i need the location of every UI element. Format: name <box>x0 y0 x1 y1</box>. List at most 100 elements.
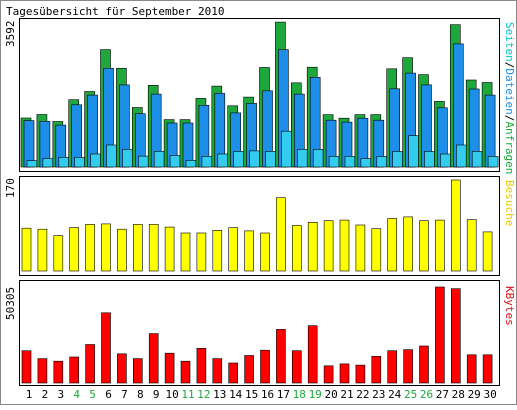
legend-sep-1: / <box>503 62 516 69</box>
bar-pages-day-29 <box>471 151 483 168</box>
x-tick-label-day-1: 1 <box>26 388 33 401</box>
panel-hits: 3592 Seiten/Dateien/Anfragen <box>4 18 516 174</box>
bar-kbytes-day-13 <box>212 358 223 384</box>
bar-pages-day-8 <box>138 155 149 168</box>
bar-pages-day-4 <box>74 157 85 168</box>
bar-pages-day-7 <box>122 149 133 168</box>
bar-visits-day-9 <box>148 224 159 272</box>
x-tick-label-day-18: 18 <box>293 388 306 401</box>
bar-kbytes-day-11 <box>180 360 191 384</box>
bar-kbytes-day-28 <box>450 288 461 384</box>
x-tick-label-day-9: 9 <box>153 388 160 401</box>
x-tick-label-day-2: 2 <box>42 388 49 401</box>
x-tick-label-day-5: 5 <box>89 388 96 401</box>
bar-kbytes-day-24 <box>387 350 398 384</box>
bar-pages-day-24 <box>392 151 404 168</box>
x-tick-label-day-29: 29 <box>468 388 481 401</box>
bar-kbytes-day-2 <box>37 358 48 384</box>
legend-sep-2: / <box>503 115 516 122</box>
bar-pages-day-20 <box>328 156 340 168</box>
bar-kbytes-day-18 <box>291 350 302 384</box>
x-tick-label-day-13: 13 <box>213 388 226 401</box>
panel-visits-ymax: 170 <box>4 178 17 198</box>
panel-visits-bars <box>21 179 493 272</box>
bar-kbytes-day-25 <box>403 349 413 384</box>
x-tick-label-day-15: 15 <box>245 388 258 401</box>
x-tick-label-day-30: 30 <box>483 388 496 401</box>
x-tick-label-day-22: 22 <box>356 388 369 401</box>
bar-kbytes-day-4 <box>69 356 79 384</box>
bar-pages-day-30 <box>487 156 499 168</box>
bar-visits-day-10 <box>164 226 175 272</box>
bar-kbytes-day-15 <box>244 355 254 384</box>
bar-visits-day-25 <box>403 216 413 272</box>
bar-pages-day-2 <box>42 158 54 168</box>
bar-visits-day-1 <box>21 227 32 272</box>
bar-pages-day-3 <box>58 157 70 168</box>
x-tick-label-day-12: 12 <box>197 388 210 401</box>
bar-visits-day-26 <box>419 220 429 272</box>
bar-kbytes-day-14 <box>228 362 238 384</box>
x-tick-label-day-10: 10 <box>165 388 178 401</box>
bar-kbytes-day-27 <box>435 286 445 384</box>
panel-kbytes-legend: KBytes <box>503 286 516 326</box>
bar-kbytes-day-16 <box>260 349 270 384</box>
x-tick-label-day-20: 20 <box>324 388 337 401</box>
panel-visits: 170 Besuche <box>4 176 516 276</box>
x-tick-label-day-8: 8 <box>137 388 144 401</box>
panel-kbytes-bars <box>21 286 493 384</box>
bar-visits-day-11 <box>180 232 191 272</box>
bar-visits-day-3 <box>53 235 64 272</box>
legend-pages-label: Seiten <box>503 22 516 62</box>
x-tick-label-day-3: 3 <box>57 388 64 401</box>
bar-pages-day-15 <box>249 150 260 168</box>
bar-visits-day-8 <box>133 224 143 272</box>
bar-visits-day-20 <box>323 220 334 272</box>
bar-pages-day-12 <box>201 156 213 168</box>
bar-pages-day-16 <box>265 151 276 168</box>
bar-kbytes-day-19 <box>307 325 318 384</box>
bar-pages-day-9 <box>153 151 165 168</box>
bar-pages-day-23 <box>376 156 388 168</box>
bar-visits-day-27 <box>435 219 445 272</box>
chart-title: Tagesübersicht für September 2010 <box>6 5 225 18</box>
bar-pages-day-17 <box>281 130 292 168</box>
bar-kbytes-day-30 <box>482 354 493 384</box>
bar-visits-day-15 <box>244 230 254 272</box>
bar-pages-day-22 <box>360 158 372 168</box>
bar-visits-day-4 <box>69 227 79 272</box>
bar-kbytes-day-10 <box>164 352 175 384</box>
x-tick-label-day-25: 25 <box>404 388 417 401</box>
bar-kbytes-day-26 <box>419 345 429 384</box>
bar-visits-day-14 <box>228 227 238 272</box>
bar-pages-day-18 <box>296 149 308 168</box>
bar-kbytes-day-1 <box>21 350 32 384</box>
x-tick-label-day-6: 6 <box>105 388 112 401</box>
panel-visits-legend: Besuche <box>503 180 516 226</box>
bar-pages-day-28 <box>455 144 467 168</box>
legend-hits-label: Anfragen <box>503 121 516 174</box>
bar-kbytes-day-22 <box>355 364 366 384</box>
x-tick-label-day-28: 28 <box>452 388 465 401</box>
bar-visits-day-6 <box>101 223 111 272</box>
bar-visits-day-28 <box>450 179 461 272</box>
bar-pages-day-26 <box>424 151 435 168</box>
x-tick-label-day-16: 16 <box>261 388 274 401</box>
bar-pages-day-5 <box>90 153 101 168</box>
bar-visits-day-13 <box>212 230 223 272</box>
bar-kbytes-day-17 <box>276 329 286 384</box>
bar-pages-day-13 <box>217 153 229 168</box>
bar-pages-day-21 <box>344 156 356 168</box>
bar-kbytes-day-6 <box>101 312 111 384</box>
bar-pages-day-27 <box>440 153 451 168</box>
legend-files-label: Dateien <box>503 68 516 114</box>
panel-hits-legend: Seiten/Dateien/Anfragen <box>503 22 516 174</box>
x-tick-label-day-11: 11 <box>181 388 194 401</box>
bar-kbytes-day-21 <box>339 363 350 384</box>
x-tick-label-day-24: 24 <box>388 388 402 401</box>
bar-visits-day-30 <box>482 231 493 272</box>
bar-pages-day-6 <box>106 144 117 168</box>
panel-kbytes-ymax: 50305 <box>4 287 17 320</box>
bar-pages-day-25 <box>408 135 419 168</box>
